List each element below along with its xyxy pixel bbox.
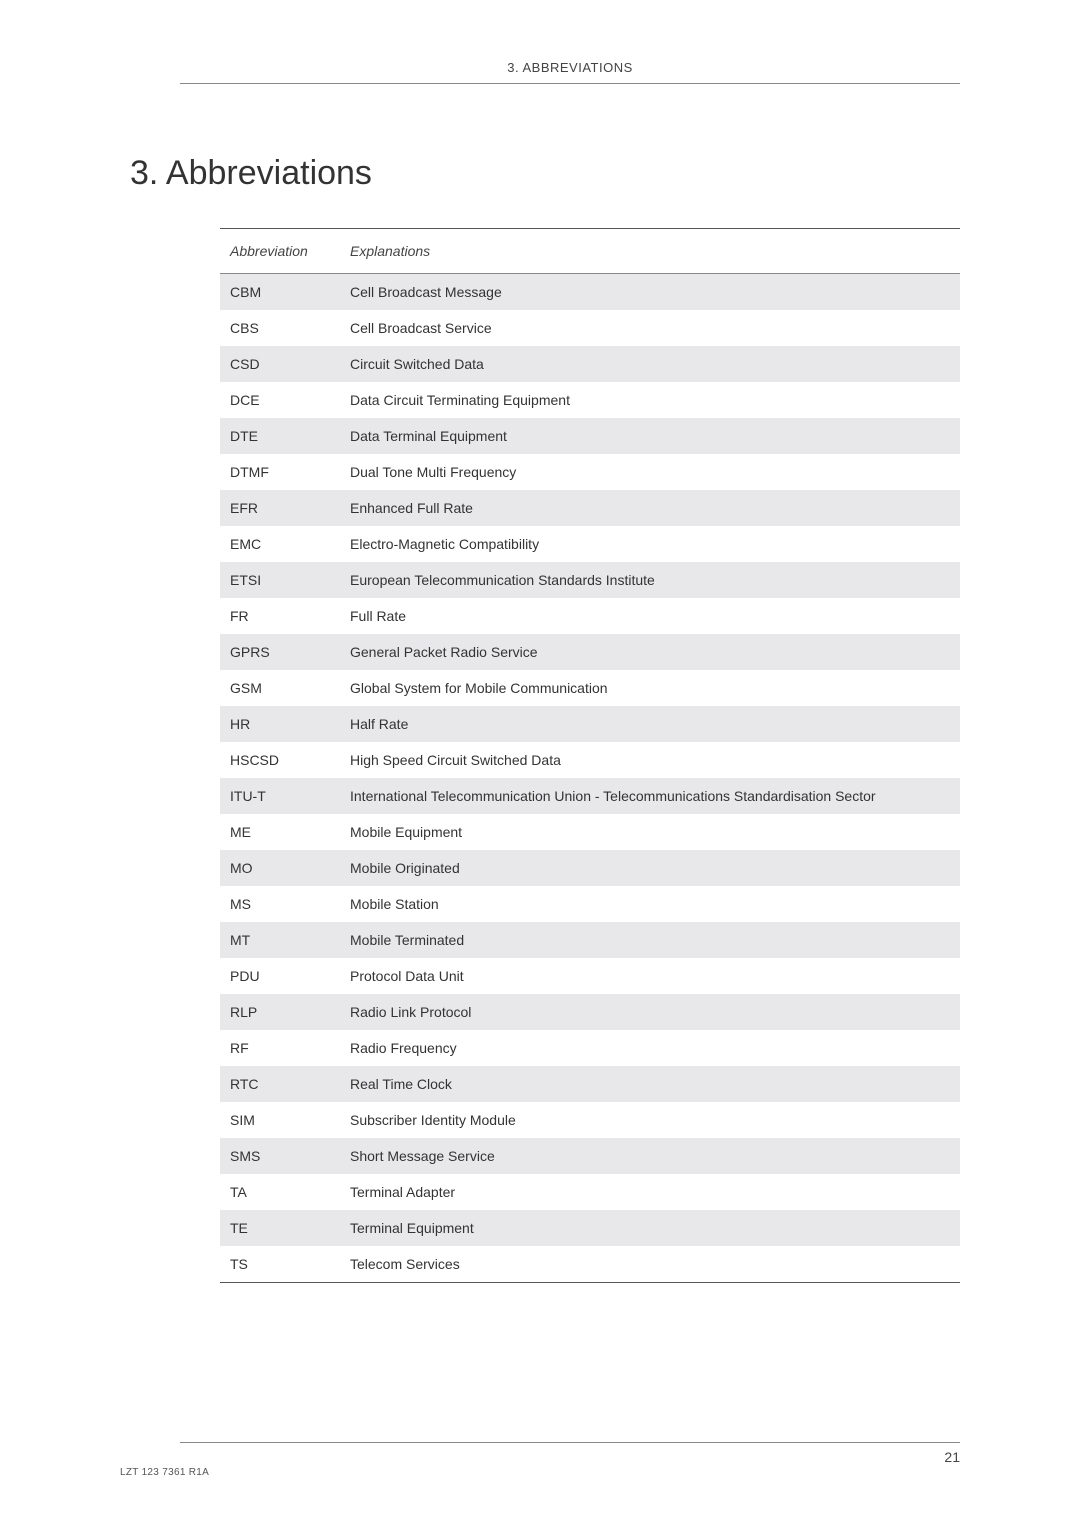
table-row: HRHalf Rate: [220, 706, 960, 742]
table-row: MSMobile Station: [220, 886, 960, 922]
abbreviation-cell: DTE: [220, 418, 340, 454]
abbreviation-cell: RLP: [220, 994, 340, 1030]
abbreviation-cell: ITU-T: [220, 778, 340, 814]
table-row: GSMGlobal System for Mobile Communicatio…: [220, 670, 960, 706]
abbreviation-cell: TE: [220, 1210, 340, 1246]
table-row: MTMobile Terminated: [220, 922, 960, 958]
table-row: RFRadio Frequency: [220, 1030, 960, 1066]
explanation-cell: Terminal Equipment: [340, 1210, 960, 1246]
explanation-cell: Radio Frequency: [340, 1030, 960, 1066]
abbreviation-cell: ETSI: [220, 562, 340, 598]
abbreviation-cell: DCE: [220, 382, 340, 418]
explanation-cell: Mobile Terminated: [340, 922, 960, 958]
abbreviation-cell: RTC: [220, 1066, 340, 1102]
explanation-cell: Half Rate: [340, 706, 960, 742]
abbreviation-cell: MO: [220, 850, 340, 886]
abbreviation-cell: FR: [220, 598, 340, 634]
explanation-cell: General Packet Radio Service: [340, 634, 960, 670]
abbreviation-cell: HR: [220, 706, 340, 742]
abbreviation-cell: SIM: [220, 1102, 340, 1138]
abbreviation-cell: HSCSD: [220, 742, 340, 778]
abbreviation-cell: MT: [220, 922, 340, 958]
table-row: FRFull Rate: [220, 598, 960, 634]
table-row: MOMobile Originated: [220, 850, 960, 886]
abbreviation-cell: CBM: [220, 274, 340, 311]
explanation-cell: Mobile Originated: [340, 850, 960, 886]
table-row: RTCReal Time Clock: [220, 1066, 960, 1102]
page-footer: LZT 123 7361 R1A 21: [120, 1442, 960, 1478]
table-row: TATerminal Adapter: [220, 1174, 960, 1210]
abbreviation-cell: ME: [220, 814, 340, 850]
abbreviation-cell: DTMF: [220, 454, 340, 490]
table-header-row: Abbreviation Explanations: [220, 229, 960, 274]
explanation-cell: Enhanced Full Rate: [340, 490, 960, 526]
abbreviation-cell: TA: [220, 1174, 340, 1210]
table-row: EFREnhanced Full Rate: [220, 490, 960, 526]
explanation-cell: Subscriber Identity Module: [340, 1102, 960, 1138]
explanation-cell: Global System for Mobile Communication: [340, 670, 960, 706]
table-row: MEMobile Equipment: [220, 814, 960, 850]
explanation-cell: Electro-Magnetic Compatibility: [340, 526, 960, 562]
explanation-cell: European Telecommunication Standards Ins…: [340, 562, 960, 598]
table-row: DTEData Terminal Equipment: [220, 418, 960, 454]
abbreviation-cell: EFR: [220, 490, 340, 526]
explanation-cell: International Telecommunication Union - …: [340, 778, 960, 814]
table-row: CBSCell Broadcast Service: [220, 310, 960, 346]
table-row: DCEData Circuit Terminating Equipment: [220, 382, 960, 418]
abbreviation-cell: EMC: [220, 526, 340, 562]
explanation-cell: Terminal Adapter: [340, 1174, 960, 1210]
table-row: TETerminal Equipment: [220, 1210, 960, 1246]
abbreviation-cell: TS: [220, 1246, 340, 1283]
explanation-cell: Data Terminal Equipment: [340, 418, 960, 454]
explanation-cell: Cell Broadcast Message: [340, 274, 960, 311]
abbreviations-table: Abbreviation Explanations CBMCell Broadc…: [220, 228, 960, 1283]
table-row: ETSIEuropean Telecommunication Standards…: [220, 562, 960, 598]
document-reference: LZT 123 7361 R1A: [120, 1467, 209, 1478]
table-row: TSTelecom Services: [220, 1246, 960, 1283]
page-title: 3. Abbreviations: [130, 154, 960, 193]
explanation-cell: Dual Tone Multi Frequency: [340, 454, 960, 490]
table-row: CBMCell Broadcast Message: [220, 274, 960, 311]
explanation-cell: Telecom Services: [340, 1246, 960, 1283]
table-row: CSDCircuit Switched Data: [220, 346, 960, 382]
explanation-cell: Radio Link Protocol: [340, 994, 960, 1030]
table-row: GPRSGeneral Packet Radio Service: [220, 634, 960, 670]
abbreviation-cell: RF: [220, 1030, 340, 1066]
footer-divider: [180, 1442, 960, 1443]
abbreviation-cell: CBS: [220, 310, 340, 346]
abbreviations-table-container: Abbreviation Explanations CBMCell Broadc…: [220, 228, 960, 1283]
table-row: SIMSubscriber Identity Module: [220, 1102, 960, 1138]
explanation-cell: Short Message Service: [340, 1138, 960, 1174]
abbreviation-cell: MS: [220, 886, 340, 922]
explanation-cell: Circuit Switched Data: [340, 346, 960, 382]
running-header-title: 3. ABBREVIATIONS: [180, 60, 960, 75]
explanation-cell: Cell Broadcast Service: [340, 310, 960, 346]
explanation-cell: Mobile Station: [340, 886, 960, 922]
abbreviation-cell: GPRS: [220, 634, 340, 670]
table-row: PDUProtocol Data Unit: [220, 958, 960, 994]
explanation-cell: Real Time Clock: [340, 1066, 960, 1102]
column-header-abbreviation: Abbreviation: [220, 229, 340, 274]
abbreviation-cell: SMS: [220, 1138, 340, 1174]
explanation-cell: Mobile Equipment: [340, 814, 960, 850]
explanation-cell: Full Rate: [340, 598, 960, 634]
table-row: DTMFDual Tone Multi Frequency: [220, 454, 960, 490]
table-row: SMSShort Message Service: [220, 1138, 960, 1174]
explanation-cell: High Speed Circuit Switched Data: [340, 742, 960, 778]
abbreviation-cell: CSD: [220, 346, 340, 382]
table-row: ITU-TInternational Telecommunication Uni…: [220, 778, 960, 814]
abbreviation-cell: PDU: [220, 958, 340, 994]
abbreviation-cell: GSM: [220, 670, 340, 706]
explanation-cell: Protocol Data Unit: [340, 958, 960, 994]
table-row: HSCSDHigh Speed Circuit Switched Data: [220, 742, 960, 778]
table-row: EMCElectro-Magnetic Compatibility: [220, 526, 960, 562]
explanation-cell: Data Circuit Terminating Equipment: [340, 382, 960, 418]
table-row: RLPRadio Link Protocol: [220, 994, 960, 1030]
page-header: 3. ABBREVIATIONS: [180, 60, 960, 84]
column-header-explanations: Explanations: [340, 229, 960, 274]
page-number: 21: [944, 1449, 960, 1465]
